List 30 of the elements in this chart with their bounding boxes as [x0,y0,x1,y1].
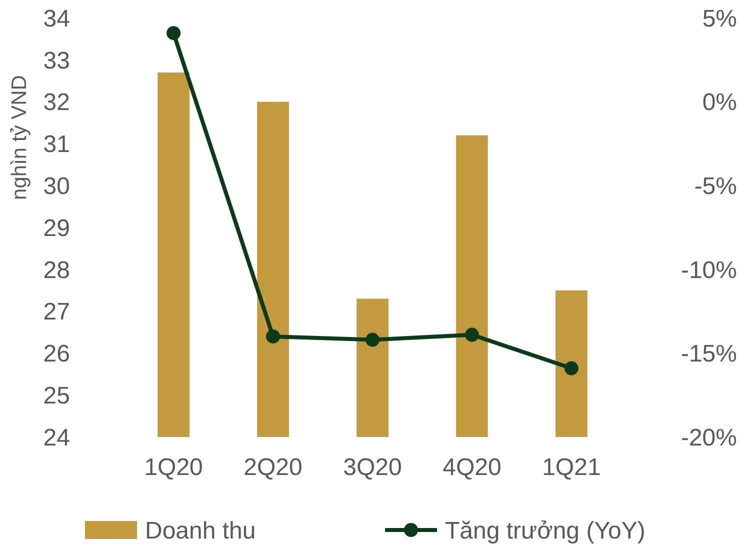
x-tick-label: 3Q20 [343,454,402,481]
y2-tick-label: -5% [694,173,737,200]
y2-tick-label: -20% [680,424,737,452]
x-tick-label: 4Q20 [442,454,502,481]
x-tick-label: 1Q21 [542,454,601,481]
y-tick-label: 34 [43,5,70,32]
legend-label: Doanh thu [145,517,256,544]
point [564,361,578,376]
y-axis-title: nghìn tỷ VND [8,75,31,200]
y-tick-label: 31 [43,131,70,158]
point [166,26,181,40]
point [464,328,479,342]
y2-tick-label: -15% [680,340,737,368]
y-tick-label: 24 [43,424,70,452]
x-tick-label: 2Q20 [244,454,302,481]
y2-tick-label: -10% [680,256,737,284]
y-tick-label: 33 [43,47,70,74]
y-tick-label: 32 [43,89,70,116]
y2-tick-label: 0% [702,89,737,116]
y-tick-label: 25 [43,382,70,410]
y-tick-label: 30 [43,173,70,200]
y2-tick-label: 5% [702,5,737,32]
y-tick-label: 27 [43,298,70,326]
x-tick-label: 1Q20 [144,454,203,481]
y-tick-label: 28 [43,256,70,284]
point [266,329,280,344]
y-tick-label: 29 [43,214,70,242]
legend-label: Tăng trưởng (YoY) [445,517,646,544]
y-tick-label: 26 [43,340,70,368]
point [366,332,380,347]
